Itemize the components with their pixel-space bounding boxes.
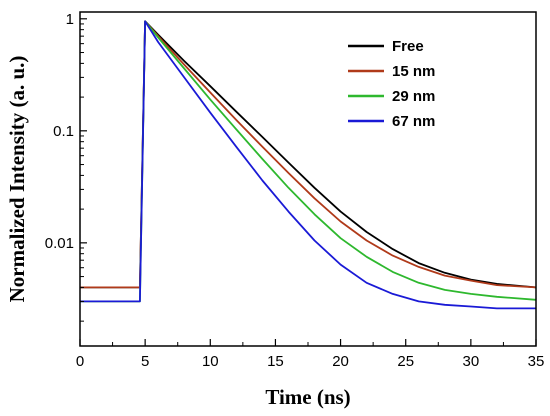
legend: Free 15 nm 29 nm 67 nm	[348, 38, 435, 130]
x-tick-label: 20	[332, 353, 349, 370]
legend-label: 29 nm	[392, 88, 435, 105]
x-tick-label: 10	[202, 353, 219, 370]
legend-label: 67 nm	[392, 113, 435, 130]
plot-frame	[79, 11, 537, 347]
y-axis: 0.01 0.1 1	[45, 11, 87, 322]
series-line-1	[80, 20, 537, 289]
y-tick-label: 0.1	[53, 123, 74, 140]
x-tick-label: 30	[463, 353, 480, 370]
series-line-3	[80, 20, 537, 303]
y-axis-title: Normalized Intensity (a. u.)	[5, 56, 29, 303]
x-tick-label: 25	[397, 353, 414, 370]
y-tick-label: 1	[66, 11, 74, 28]
legend-label: 15 nm	[392, 63, 435, 80]
y-tick-label: 0.01	[45, 235, 74, 252]
x-tick-label: 0	[76, 353, 84, 370]
series-line-2	[80, 20, 537, 289]
x-tick-label: 35	[528, 353, 545, 370]
x-tick-label: 15	[267, 353, 284, 370]
x-axis-title: Time (ns)	[265, 385, 350, 409]
x-axis: 0 5 10 15 20 25 30 35	[76, 339, 545, 370]
legend-label: Free	[392, 38, 424, 55]
x-tick-label: 5	[141, 353, 149, 370]
series-line-4	[80, 20, 536, 310]
series-layer	[80, 20, 537, 310]
